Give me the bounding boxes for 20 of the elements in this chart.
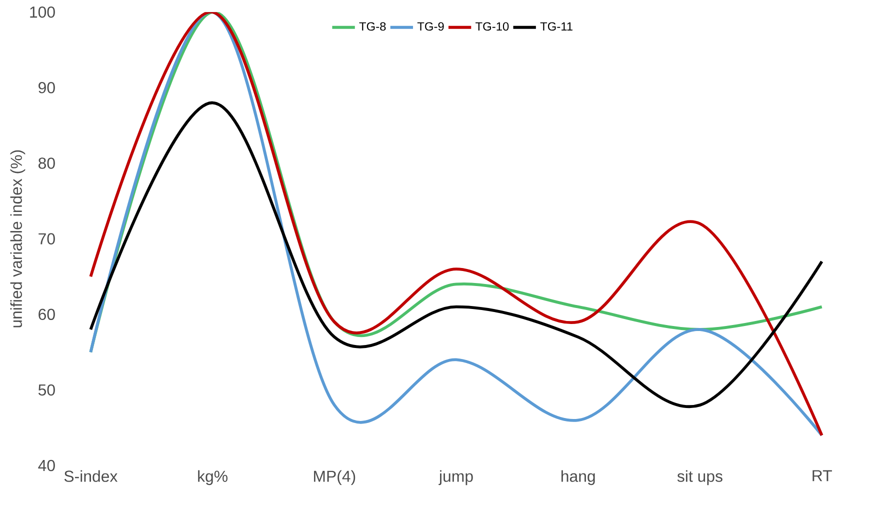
- y-tick-label: 60: [38, 308, 55, 320]
- line-series: [89, 12, 824, 437]
- y-tick-label: 100: [30, 6, 55, 18]
- y-tick-label: 40: [38, 460, 55, 472]
- legend-label: TG-10: [476, 22, 509, 31]
- x-tick-label: jump: [438, 470, 473, 486]
- x-tick-label: S-index: [64, 470, 118, 482]
- x-tick-label: kg%: [198, 470, 228, 486]
- y-axis-title: unified variable index (%): [10, 150, 26, 328]
- y-tick-label: 70: [38, 233, 55, 245]
- x-tick-label: MP(4): [314, 470, 356, 486]
- legend-label: TG-9: [417, 22, 444, 31]
- x-tick-label: hang: [561, 470, 595, 486]
- y-tick-label: 90: [38, 82, 55, 94]
- y-tick-label: 80: [38, 158, 55, 169]
- x-tick-label: RT: [812, 470, 832, 482]
- legend-label: TG-11: [540, 22, 572, 31]
- legend-label: TG-8: [359, 22, 386, 31]
- x-tick-label: sit ups: [677, 470, 722, 486]
- y-tick-label: 50: [38, 384, 55, 396]
